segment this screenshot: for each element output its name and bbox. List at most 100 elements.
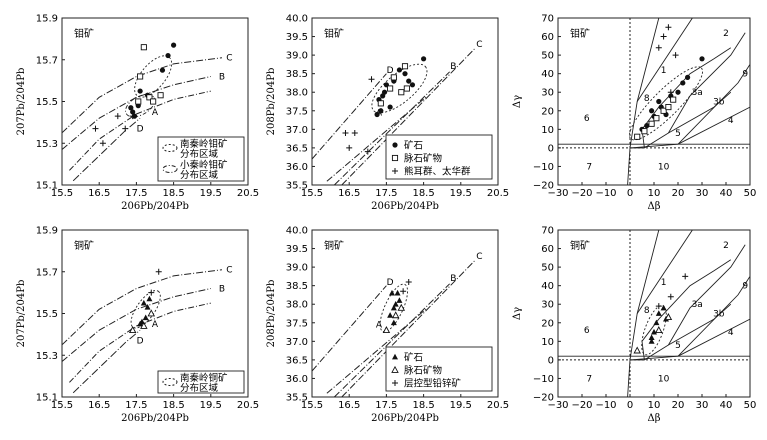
y-tick-label: −10 [533,162,554,173]
x-axis-label: 206Pb/204Pb [121,413,189,424]
curve-label-c: C [226,54,232,64]
curve-label-a: A [152,320,159,330]
gangue-point [377,100,384,107]
plot-frame [311,229,499,398]
curve-label-c: C [476,252,482,262]
ore-point [699,56,705,62]
x-tick-label: 17.5 [375,400,397,411]
growth-curve-b [333,283,450,398]
legend-ellipse-icon [162,378,178,386]
y-tick-label: 60 [541,244,554,255]
x-tick-label: 16.5 [338,400,360,411]
region-boundary [668,244,746,346]
x-tick-label: 15.5 [301,188,323,199]
legend-box [385,346,493,392]
gangue-point [391,154,399,162]
x-tick-label: 16.5 [338,188,360,199]
gangue-point [146,94,153,101]
gangue-point [670,96,677,103]
y-tick-label: 20 [541,106,554,117]
ore-point [402,71,408,77]
x-tick-label: 0 [627,400,633,411]
distribution-ellipse [641,305,667,356]
y-tick-label: 38.5 [286,69,308,80]
growth-curve-d [72,117,141,182]
curve-label-d: D [387,278,394,288]
growth-curve-c [61,57,223,134]
legend-label: 脉石矿物 [404,153,443,165]
wallrock-point [672,52,679,59]
wallrock-point [405,278,412,285]
wallrock-point [392,168,398,174]
wallrock-point [99,140,106,147]
legend-label: 分布区域 [180,382,219,394]
wallrock-point [655,44,662,51]
y-tick-label: 50 [541,263,554,274]
gangue-point [150,98,157,105]
curve-label-d: D [137,125,144,135]
gangue-point [390,74,397,81]
region-boundary [627,17,660,186]
x-tick-label: 30 [696,400,709,411]
x-tick-label: −30 [547,188,568,199]
x-tick-label: 17.5 [125,188,147,199]
ore-point [390,304,397,311]
wallrock-point [364,148,371,155]
region-boundary [677,318,751,357]
x-tick-label: 20.5 [487,400,509,411]
ore-point [380,93,386,99]
legend-ellipse-icon [162,165,178,173]
chart-panel-c: −30 −20 −10 0 10 20 30 40 50−20−1001020304050607… [512,14,756,213]
ore-point [396,67,403,73]
region-label-1: 1 [661,278,667,288]
curve-label-c: C [226,266,232,276]
region-boundary [629,276,751,361]
y-tick-label: 50 [541,51,554,62]
wallrock-point [400,288,407,295]
y-tick-label: 39.0 [286,51,308,62]
wallrock-point [129,113,136,120]
y-tick-label: 39.0 [286,263,308,274]
distribution-ellipse [379,283,408,333]
gangue-point [664,313,673,321]
y-tick-label: 15.7 [36,267,58,278]
gangue-point [633,346,641,354]
region-label-5: 5 [675,341,681,351]
region-label-5: 5 [675,129,681,139]
wallrock-point [667,293,674,300]
wallrock-point [342,130,349,137]
region-boundary [641,270,715,360]
gangue-point [403,85,410,92]
y-axis-label: 207Pb/204Pb [16,280,27,348]
ore-point [146,295,153,302]
growth-curve-b [333,71,450,186]
region-label-3a: 3a [692,300,703,310]
x-tick-label: −10 [595,400,616,411]
x-tick-label: −20 [571,400,592,411]
wallrock-point [682,273,689,280]
gangue-point [660,107,667,114]
region-boundary [636,229,693,314]
x-tick-label: 18.5 [162,400,184,411]
wallrock-point [346,144,353,151]
curve-label-a: A [152,108,159,118]
ore-point [675,89,681,95]
gangue-point [140,44,147,51]
gangue-point [147,309,156,317]
y-tick-label: 39.5 [286,244,308,255]
chart-panel-b: 15.5 16.5 17.5 18.5 19.5 20.5 35.5 36.0 36.5 37.0… [266,14,509,213]
ore-point [651,328,657,335]
ore-point [142,314,149,321]
region-label-9: 9 [742,282,748,292]
x-tick-label: 10 [648,400,661,411]
y-tick-label: 15.5 [36,309,58,320]
growth-curve-c [341,47,477,186]
ore-point [137,88,143,94]
ore-point [392,353,398,360]
wallrock-point [667,89,674,96]
y-tick-label: 40 [541,69,554,80]
x-axis-label: 206Pb/204Pb [371,201,439,212]
region-label-7: 7 [586,374,592,384]
ore-point [649,108,655,114]
